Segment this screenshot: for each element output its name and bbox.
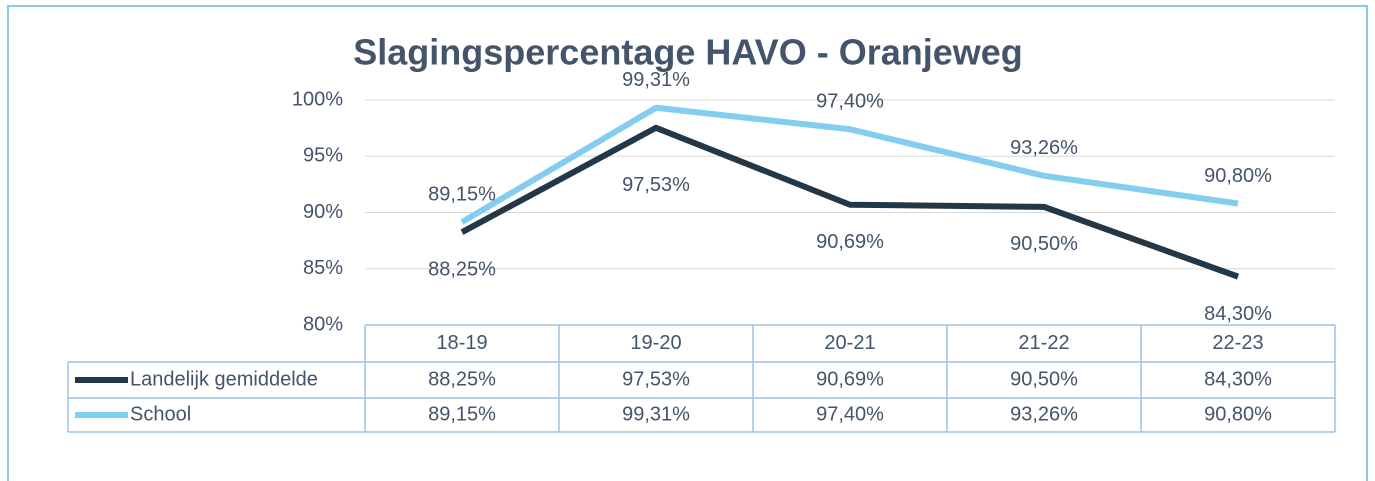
x-tick-label: 19-20	[630, 332, 681, 354]
data-label: 99,31%	[622, 69, 690, 91]
data-label: 90,50%	[1010, 233, 1078, 255]
data-label: 84,30%	[1204, 303, 1272, 325]
table-cell: 89,15%	[428, 403, 496, 425]
table-cell: 90,69%	[816, 368, 884, 390]
series-line	[460, 124, 1240, 280]
table-cell: 99,31%	[622, 403, 690, 425]
legend-label: Landelijk gemiddelde	[130, 368, 318, 390]
x-tick-label: 18-19	[436, 332, 487, 354]
table-cell: 90,80%	[1204, 403, 1272, 425]
y-tick-label: 85%	[303, 257, 343, 279]
y-tick-label: 90%	[303, 201, 343, 223]
y-tick-label: 100%	[292, 88, 343, 110]
data-label: 90,80%	[1204, 165, 1272, 187]
data-label: 97,40%	[816, 91, 884, 113]
table-cell: 93,26%	[1010, 403, 1078, 425]
x-tick-label: 20-21	[824, 332, 875, 354]
y-tick-label: 95%	[303, 145, 343, 167]
table-cell: 84,30%	[1204, 368, 1272, 390]
table-cell: 97,53%	[622, 368, 690, 390]
table-cell: 97,40%	[816, 403, 884, 425]
x-tick-label: 21-22	[1018, 332, 1069, 354]
data-label: 90,69%	[816, 231, 884, 253]
y-tick-label: 80%	[303, 313, 343, 335]
data-label: 88,25%	[428, 258, 496, 280]
table-cell: 88,25%	[428, 368, 496, 390]
series-line	[460, 104, 1239, 225]
data-label: 97,53%	[622, 174, 690, 196]
table-cell: 90,50%	[1010, 368, 1078, 390]
chart-title: Slagingspercentage HAVO - Oranjeweg	[353, 32, 1023, 73]
chart-frame	[7, 5, 1368, 481]
x-tick-label: 22-23	[1212, 332, 1263, 354]
data-label: 89,15%	[428, 183, 496, 205]
data-label: 93,26%	[1010, 137, 1078, 159]
legend-label: School	[130, 403, 191, 425]
